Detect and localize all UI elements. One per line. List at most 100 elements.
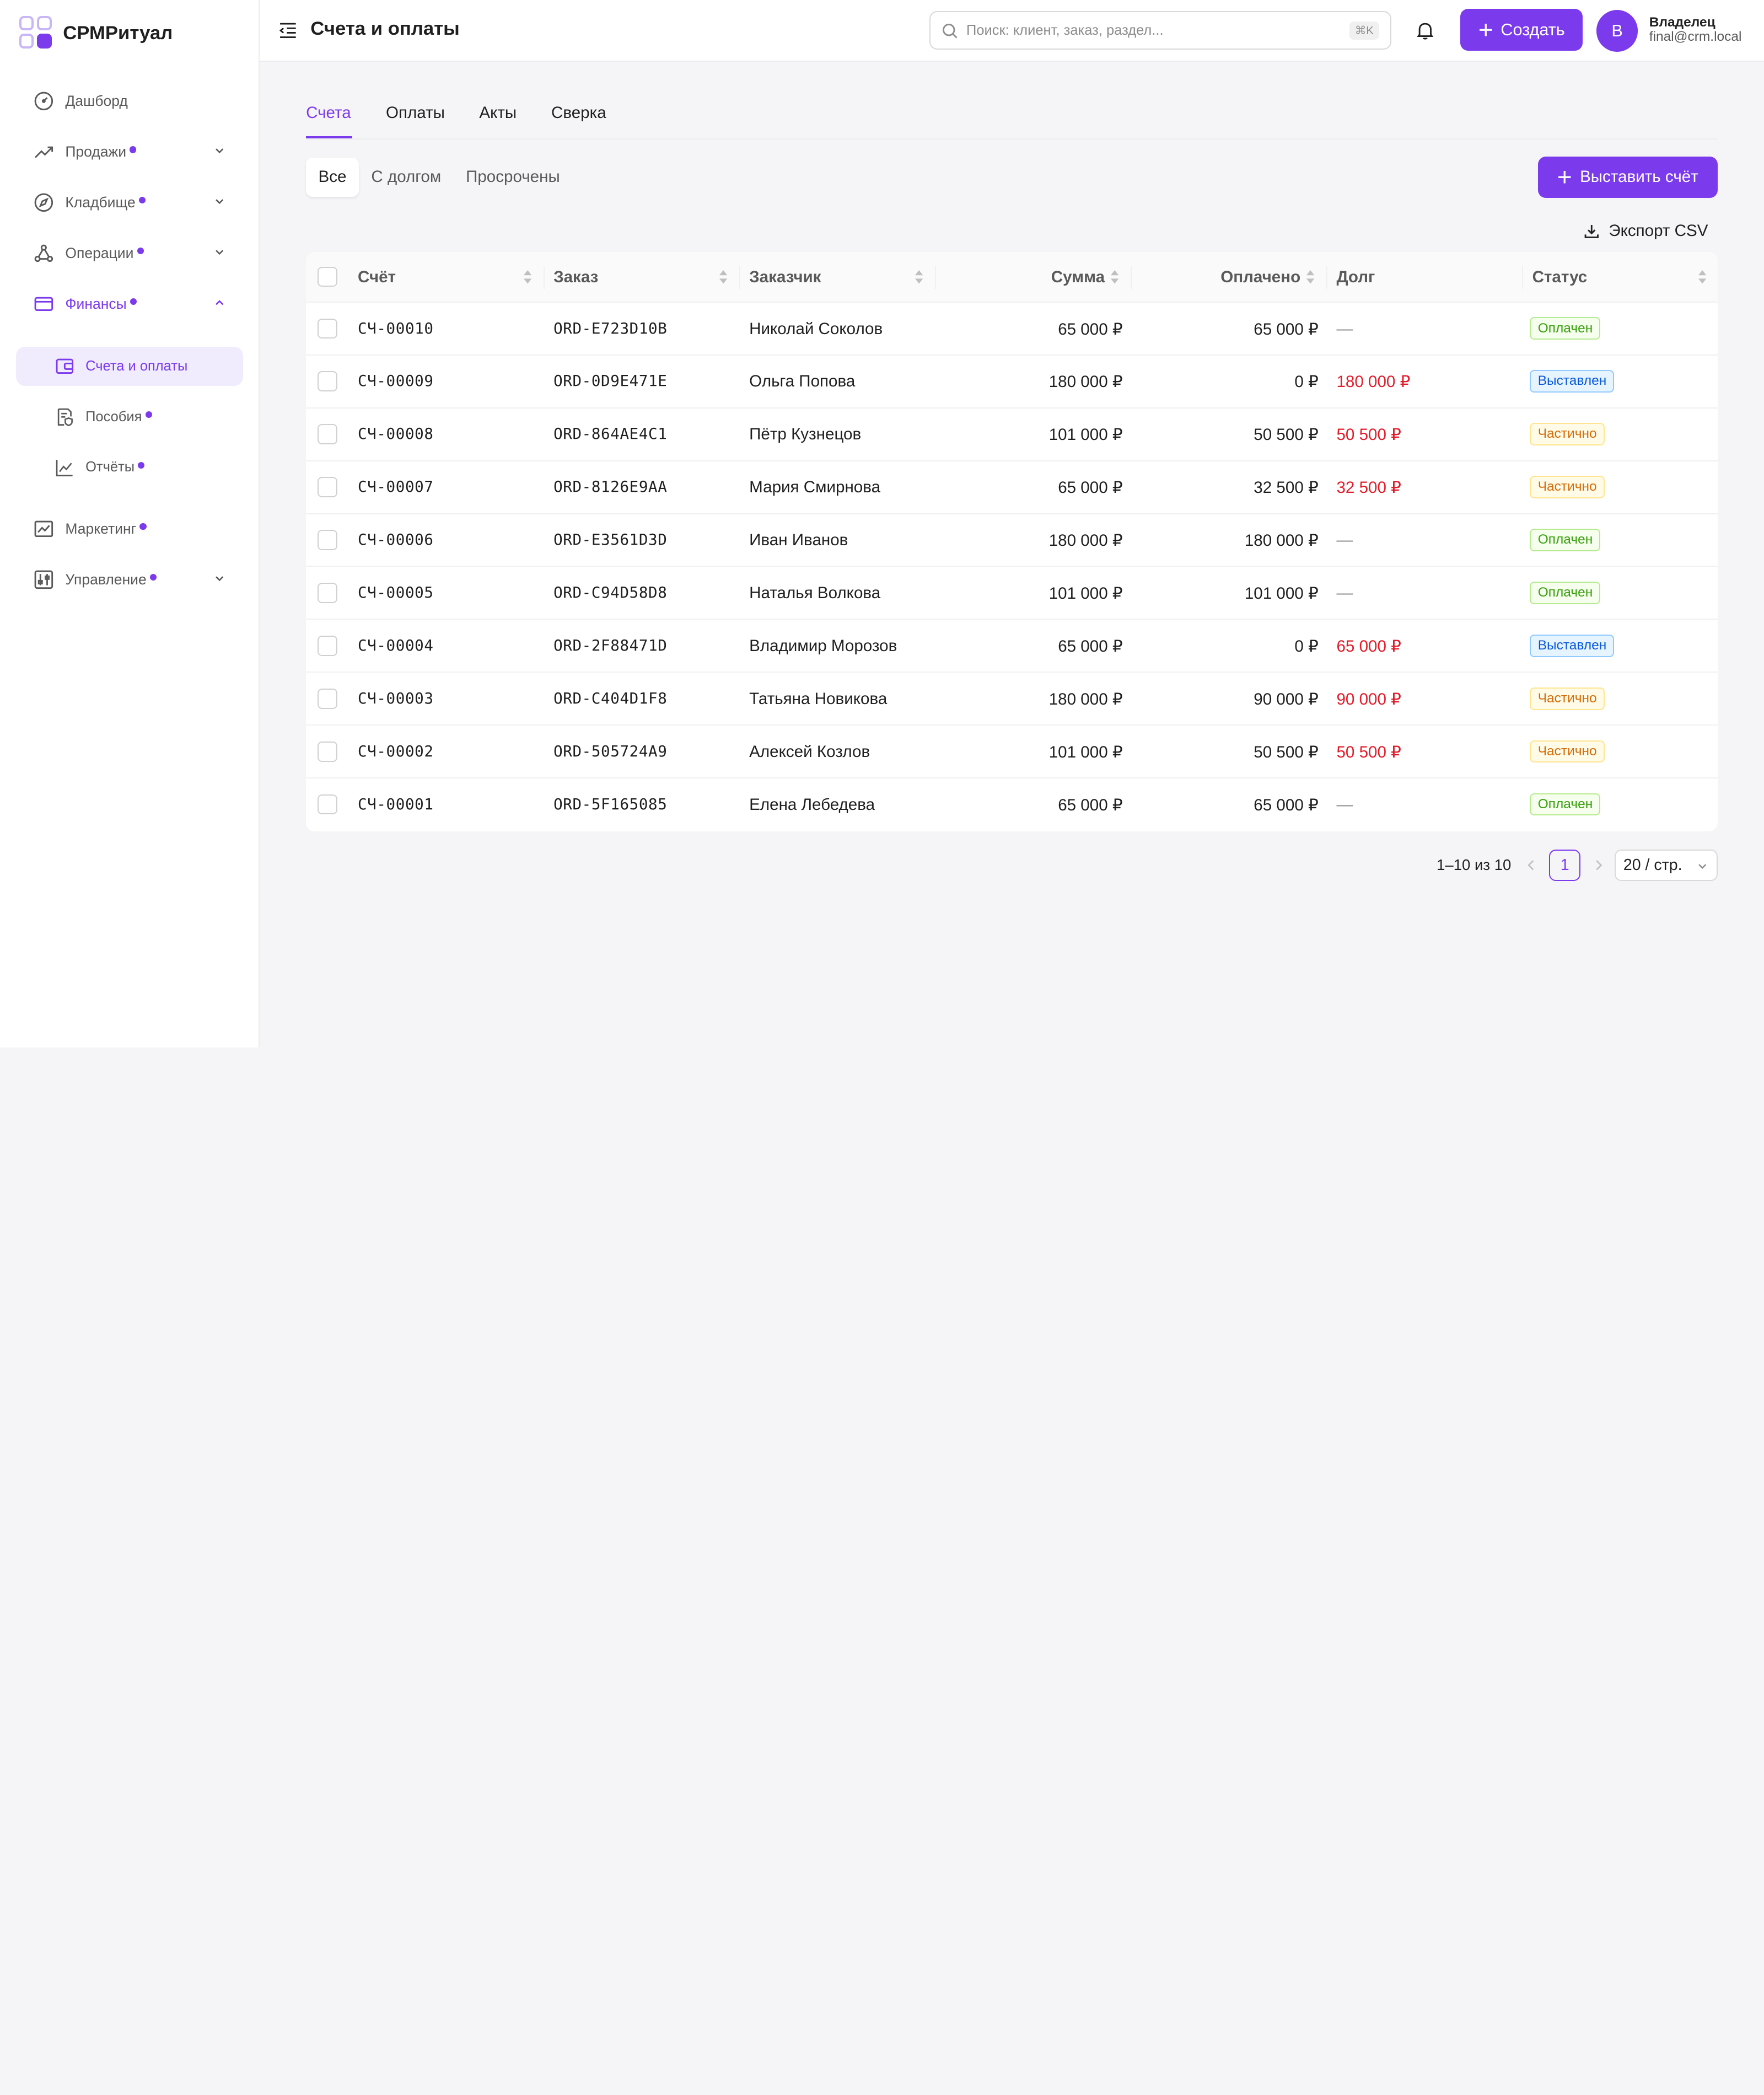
cell-invoice[interactable]: СЧ-00003 [357,689,434,707]
cell-invoice[interactable]: СЧ-00010 [357,319,434,337]
brand[interactable]: СРМРитуал [19,15,173,51]
search-placeholder: Поиск: клиент, заказ, раздел... [966,22,1164,38]
table-row[interactable]: СЧ-00006 ORD-E3561D3D Иван Иванов 180 000 ₽… [306,514,1718,567]
column-header-order[interactable]: Заказ [553,267,599,286]
cell-invoice[interactable]: СЧ-00007 [357,478,434,496]
sort-icon[interactable] [1698,269,1707,285]
tab-reconciliation[interactable]: Сверка [551,103,606,122]
table-header: Счёт Заказ Заказчик Сумма Оплачено Долг … [306,252,1718,303]
cell-customer: Наталья Волкова [749,584,881,603]
sidebar-item-finance[interactable]: Финансы [16,284,243,323]
sidebar-item-cemetery[interactable]: Кладбище [16,184,243,222]
app-root: СРМРитуал Дашборд Продажи Кладбище [15,0,1764,1048]
cell-order[interactable]: ORD-E723D10B [553,319,668,337]
cell-amount: 101 000 ₽ [1048,743,1123,761]
plus-icon [1558,171,1571,184]
cell-invoice[interactable]: СЧ-00008 [357,425,434,443]
sidebar-item-management[interactable]: Управление [16,560,243,598]
tab-acts[interactable]: Акты [479,103,517,122]
status-badge: Частично [1530,423,1605,446]
column-header-amount[interactable]: Сумма [1051,267,1105,286]
sidebar-item-operations[interactable]: Операции [16,234,243,272]
row-checkbox[interactable] [317,318,338,339]
column-header-paid[interactable]: Оплачено [1220,267,1301,286]
menu-collapse-icon[interactable] [278,20,298,41]
sidebar-item-dashboard[interactable]: Дашборд [16,82,243,120]
sort-icon[interactable] [915,269,923,285]
sidebar-item-label: Финансы [65,295,127,312]
table-row[interactable]: СЧ-00005 ORD-C94D58D8 Наталья Волкова 101 0… [306,567,1718,620]
pagination-prev-button[interactable] [1522,856,1540,874]
cell-order[interactable]: ORD-5F165085 [553,795,668,813]
row-checkbox[interactable] [317,424,338,445]
sidebar-item-label: Дашборд [65,93,128,110]
tab-payments[interactable]: Оплаты [385,103,445,122]
sidebar-subitem-benefits[interactable]: Пособия [16,397,243,436]
column-header-invoice[interactable]: Счёт [357,267,396,286]
table-row[interactable]: СЧ-00001 ORD-5F165085 Елена Лебедева 65 000… [306,778,1718,831]
table-row[interactable]: СЧ-00003 ORD-C404D1F8 Татьяна Новикова 180 … [306,673,1718,726]
cell-invoice[interactable]: СЧ-00005 [357,584,434,602]
filter-all[interactable]: Все [306,157,359,197]
status-badge: Оплачен [1530,529,1601,551]
sidebar-item-sales[interactable]: Продажи [16,133,243,171]
table-row[interactable]: СЧ-00010 ORD-E723D10B Николай Соколов 65 00… [306,303,1718,356]
sidebar-subitem-label: Счета и оплаты [85,358,188,374]
row-checkbox[interactable] [317,530,338,550]
row-checkbox[interactable] [317,741,338,762]
select-all-checkbox[interactable] [317,266,338,287]
sidebar-subitem-label: Отчёты [85,459,135,475]
cell-order[interactable]: ORD-C404D1F8 [553,689,668,707]
filter-overdue[interactable]: Просрочены [466,168,560,186]
row-checkbox[interactable] [317,688,338,709]
pagination-page-current[interactable]: 1 [1549,849,1581,881]
page-size-select[interactable]: 20 / стр. [1614,849,1718,881]
cell-invoice[interactable]: СЧ-00004 [357,637,434,654]
bell-icon[interactable] [1416,20,1434,41]
cell-order[interactable]: ORD-0D9E471E [553,372,668,390]
cell-paid: 50 500 ₽ [1254,743,1319,761]
cell-invoice[interactable]: СЧ-00002 [357,742,434,760]
trend-icon [34,142,54,162]
column-header-status[interactable]: Статус [1532,267,1588,286]
column-header-customer[interactable]: Заказчик [749,267,821,286]
cell-invoice[interactable]: СЧ-00009 [357,372,434,390]
search-input[interactable]: Поиск: клиент, заказ, раздел... ⌘K [929,11,1392,50]
row-checkbox[interactable] [317,583,338,603]
sidebar-item-label: Операции [65,244,134,261]
row-checkbox[interactable] [317,477,338,497]
sidebar-subitem-invoices[interactable]: Счета и оплаты [15,346,243,386]
sort-icon[interactable] [719,269,728,285]
tab-invoices[interactable]: Счета [306,103,351,122]
cell-invoice[interactable]: СЧ-00001 [357,795,434,813]
sidebar-item-marketing[interactable]: Маркетинг [16,509,243,547]
create-button[interactable]: Создать [1460,9,1583,51]
cell-order[interactable]: ORD-864AE4C1 [553,425,668,443]
create-button-label: Создать [1501,20,1565,39]
filter-with-debt[interactable]: С долгом [371,168,442,186]
sidebar-subitem-reports[interactable]: Отчёты [16,448,243,487]
sort-icon[interactable] [1306,269,1315,285]
table-row[interactable]: СЧ-00009 ORD-0D9E471E Ольга Попова 180 000 … [306,356,1718,409]
avatar[interactable]: В [1596,10,1638,52]
brand-name: СРМРитуал [63,22,173,44]
row-checkbox[interactable] [317,371,338,392]
sort-icon[interactable] [1110,269,1119,285]
export-csv-button[interactable]: Экспорт CSV [1584,222,1708,240]
row-checkbox[interactable] [317,794,338,815]
cell-order[interactable]: ORD-505724A9 [553,742,668,760]
issue-invoice-button[interactable]: Выставить счёт [1537,156,1718,198]
table-row[interactable]: СЧ-00008 ORD-864AE4C1 Пётр Кузнецов 101 000… [306,409,1718,461]
table-row[interactable]: СЧ-00007 ORD-8126E9AA Мария Смирнова 65 000… [306,461,1718,514]
pagination-next-button[interactable] [1590,856,1608,874]
notification-dot [137,247,144,255]
cell-order[interactable]: ORD-C94D58D8 [553,584,668,602]
cell-invoice[interactable]: СЧ-00006 [357,531,434,549]
row-checkbox[interactable] [317,635,338,656]
sort-icon[interactable] [523,269,532,285]
cell-order[interactable]: ORD-E3561D3D [553,531,668,549]
cell-order[interactable]: ORD-2F88471D [553,637,668,654]
table-row[interactable]: СЧ-00002 ORD-505724A9 Алексей Козлов 101 00… [306,726,1718,779]
cell-order[interactable]: ORD-8126E9AA [553,478,668,496]
table-row[interactable]: СЧ-00004 ORD-2F88471D Владимир Морозов 65 0… [306,620,1718,673]
